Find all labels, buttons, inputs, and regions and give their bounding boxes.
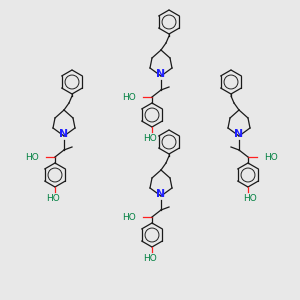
Text: HO: HO: [46, 194, 60, 203]
Text: N: N: [234, 129, 244, 139]
Text: HO: HO: [122, 212, 136, 221]
Text: N: N: [156, 189, 166, 199]
Text: N: N: [156, 69, 166, 79]
Text: HO: HO: [122, 92, 136, 101]
Text: HO: HO: [25, 152, 39, 161]
Text: HO: HO: [143, 254, 157, 263]
Text: N: N: [59, 129, 69, 139]
Text: HO: HO: [264, 152, 278, 161]
Text: HO: HO: [243, 194, 257, 203]
Text: HO: HO: [143, 134, 157, 143]
